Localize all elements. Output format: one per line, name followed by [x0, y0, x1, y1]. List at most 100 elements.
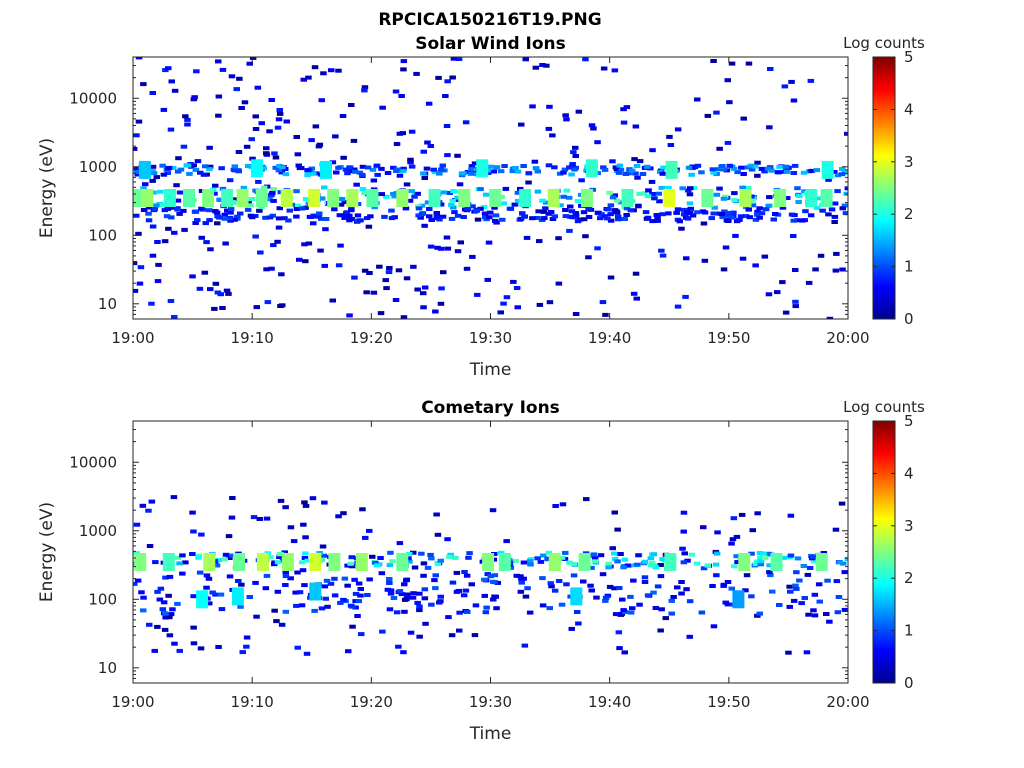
heatmap-speckle: [436, 171, 443, 176]
heatmap-speckle: [795, 200, 802, 204]
heatmap-speckle: [817, 253, 825, 258]
heatmap-speckle: [418, 203, 426, 208]
heatmap-speckle: [556, 171, 564, 176]
heatmap-cell: [231, 587, 244, 606]
heatmap-speckle: [754, 613, 761, 618]
heatmap-speckle: [749, 198, 756, 203]
heatmap-speckle: [602, 595, 610, 600]
heatmap-speckle: [133, 166, 141, 171]
colorbar-tick-label: 3: [904, 517, 914, 535]
heatmap-speckle: [152, 560, 159, 565]
heatmap-speckle: [317, 248, 324, 253]
heatmap-speckle: [133, 133, 140, 138]
heatmap-speckle: [332, 134, 339, 139]
heatmap-cell: [821, 160, 834, 179]
heatmap-speckle: [268, 266, 275, 271]
heatmap-speckle: [522, 57, 529, 62]
heatmap-speckle: [260, 185, 268, 190]
heatmap-speckle: [540, 209, 547, 214]
heatmap-speckle: [298, 166, 305, 170]
heatmap-speckle: [713, 110, 720, 115]
heatmap-speckle: [342, 167, 350, 172]
y-axis-label: Energy (eV): [37, 138, 57, 238]
heatmap-speckle: [648, 563, 655, 568]
heatmap-speckle: [658, 248, 665, 253]
heatmap-speckle: [452, 555, 459, 560]
heatmap-speckle: [400, 67, 407, 72]
heatmap-speckle: [793, 570, 800, 575]
heatmap-speckle: [643, 164, 651, 169]
heatmap-speckle: [614, 527, 621, 532]
heatmap-speckle: [149, 91, 156, 95]
heatmap-speckle: [688, 552, 696, 557]
heatmap-speckle: [502, 186, 510, 191]
heatmap-speckle: [649, 148, 656, 153]
heatmap-speckle: [720, 583, 727, 588]
heatmap-speckle: [738, 512, 746, 517]
heatmap-speckle: [409, 595, 417, 600]
heatmap-speckle: [427, 144, 434, 148]
heatmap-speckle: [227, 218, 234, 223]
heatmap-speckle: [668, 598, 675, 603]
heatmap-speckle: [302, 551, 309, 556]
heatmap-speckle: [481, 211, 489, 216]
heatmap-speckle: [227, 210, 234, 215]
heatmap-speckle: [410, 591, 417, 596]
heatmap-speckle: [168, 215, 175, 220]
heatmap-speckle: [733, 534, 741, 539]
heatmap-speckle: [641, 559, 649, 564]
heatmap-speckle: [650, 590, 657, 595]
heatmap-speckle: [657, 628, 664, 633]
heatmap-speckle: [467, 171, 475, 176]
heatmap-speckle: [518, 577, 525, 582]
heatmap-speckle: [362, 535, 369, 540]
heatmap-speckle: [410, 550, 417, 555]
heatmap-speckle: [219, 186, 227, 191]
heatmap-speckle: [449, 580, 457, 585]
heatmap-speckle: [463, 266, 471, 271]
heatmap-speckle: [724, 602, 732, 607]
heatmap-speckle: [229, 496, 236, 500]
heatmap-speckle: [660, 165, 667, 170]
heatmap-speckle: [534, 216, 541, 220]
heatmap-speckle: [189, 552, 196, 556]
heatmap-speckle: [335, 514, 342, 519]
heatmap-speckle: [600, 66, 608, 71]
heatmap-speckle: [816, 196, 824, 201]
heatmap-speckle: [338, 197, 346, 202]
heatmap-speckle: [430, 167, 437, 172]
heatmap-speckle: [549, 217, 557, 221]
heatmap-speckle: [736, 217, 743, 222]
heatmap-speckle: [674, 127, 682, 132]
heatmap-speckle: [192, 221, 199, 225]
heatmap-speckle: [813, 168, 821, 173]
colorbar-tick-label: 1: [904, 258, 914, 276]
heatmap-speckle: [213, 210, 221, 215]
panel-solar-wind-ions: 19:00 19:10 19:20 19:30 19:40 19:50 20:0010100…: [37, 34, 925, 380]
heatmap-speckle: [555, 236, 562, 241]
heatmap-speckle: [318, 98, 325, 103]
heatmap-speckle: [274, 589, 282, 594]
heatmap-speckle: [650, 552, 657, 557]
heatmap-speckle: [276, 111, 284, 116]
heatmap-cell: [548, 553, 561, 571]
heatmap-speckle: [652, 606, 660, 610]
heatmap-speckle: [392, 89, 400, 94]
heatmap-speckle: [812, 267, 819, 272]
heatmap-speckle: [644, 194, 652, 199]
heatmap-speckle: [440, 270, 447, 275]
heatmap-speckle: [567, 204, 574, 209]
heatmap-speckle: [318, 196, 326, 201]
heatmap-speckle: [737, 214, 745, 219]
heatmap-speckle: [704, 113, 712, 118]
heatmap-speckle: [704, 563, 712, 568]
heatmap-speckle: [733, 554, 740, 559]
heatmap-speckle: [658, 185, 665, 190]
heatmap-speckle: [740, 172, 747, 176]
heatmap-speckle: [344, 583, 351, 588]
heatmap-speckle: [321, 584, 329, 589]
heatmap-speckle: [572, 312, 580, 316]
heatmap-speckle: [276, 206, 283, 211]
heatmap-speckle: [656, 199, 663, 204]
heatmap-speckle: [780, 555, 787, 560]
